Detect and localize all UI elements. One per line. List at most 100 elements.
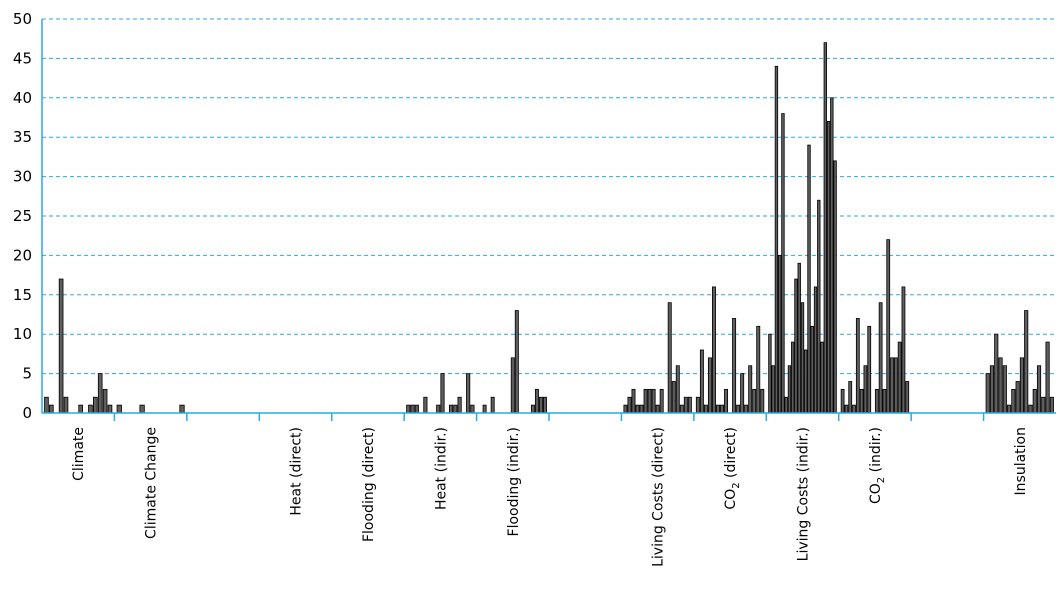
bar xyxy=(1024,310,1029,414)
bar xyxy=(820,341,824,414)
bar xyxy=(514,310,519,414)
bar xyxy=(863,365,868,414)
bar xyxy=(667,302,672,414)
bar xyxy=(830,97,834,414)
bar xyxy=(794,278,798,414)
category-label-text: Climate xyxy=(71,427,87,481)
bar xyxy=(44,396,49,414)
bar xyxy=(410,404,415,414)
x-category-label: Heat (direct) xyxy=(289,427,305,516)
bar xyxy=(651,388,656,414)
category-label-suffix: (indir.) xyxy=(868,427,884,477)
bar xyxy=(807,144,811,414)
y-tick-label: 35 xyxy=(13,128,32,146)
bar xyxy=(139,404,145,414)
bar xyxy=(627,396,632,414)
bar xyxy=(647,388,652,414)
bar xyxy=(740,373,745,414)
y-tick-label: 25 xyxy=(13,207,32,225)
bars xyxy=(44,42,1054,414)
x-category-label: Climate xyxy=(71,427,87,481)
bar xyxy=(768,333,772,414)
bar xyxy=(457,396,462,414)
bar xyxy=(453,404,458,414)
bar xyxy=(748,365,753,414)
bar xyxy=(543,396,547,414)
bar xyxy=(530,404,535,414)
bar xyxy=(998,357,1003,414)
bar xyxy=(878,302,883,414)
bar xyxy=(703,404,708,414)
bar xyxy=(823,42,827,414)
bar xyxy=(784,396,788,414)
bar xyxy=(817,199,821,414)
bar xyxy=(844,404,849,414)
bar xyxy=(102,388,108,414)
bar xyxy=(635,404,640,414)
bar xyxy=(874,388,879,414)
category-label-subscript: 2 xyxy=(731,482,742,488)
category-label-text: Flooding (direct) xyxy=(361,427,377,542)
bar xyxy=(671,381,676,414)
bar xyxy=(1049,396,1054,414)
bar xyxy=(1002,365,1007,414)
category-label-text: Living Costs (direct) xyxy=(651,427,667,567)
y-tick-label: 0 xyxy=(22,404,32,422)
bar xyxy=(867,325,872,414)
bar xyxy=(890,357,894,414)
bar xyxy=(752,388,757,414)
bar xyxy=(470,404,475,414)
bar xyxy=(826,121,831,414)
bar xyxy=(787,365,792,414)
bar xyxy=(538,396,543,414)
bar xyxy=(655,404,660,414)
category-label-text: Heat (direct) xyxy=(289,427,305,516)
bar xyxy=(1007,404,1012,414)
bar xyxy=(679,404,684,414)
bar xyxy=(712,286,716,414)
bar xyxy=(855,318,860,414)
bar xyxy=(440,373,445,414)
bar xyxy=(852,404,856,414)
bar xyxy=(423,396,428,414)
x-category-label: CO2 (direct) xyxy=(723,427,742,510)
bar xyxy=(804,349,808,414)
grid-lines xyxy=(42,18,1056,375)
bar xyxy=(179,404,185,414)
category-label-text: Insulation xyxy=(1013,427,1029,495)
bar xyxy=(1019,357,1024,414)
bar xyxy=(58,278,64,414)
bar xyxy=(791,341,795,414)
bar xyxy=(732,318,737,414)
bar xyxy=(1028,404,1033,414)
bar xyxy=(406,404,411,414)
x-category-label: Living Costs (direct) xyxy=(651,427,667,567)
y-tick-label: 30 xyxy=(13,168,32,186)
bar xyxy=(1045,341,1050,414)
bar xyxy=(436,404,441,414)
bar xyxy=(797,262,801,414)
bar xyxy=(905,381,910,414)
bar xyxy=(859,388,864,414)
bar xyxy=(1032,388,1037,414)
bar xyxy=(683,396,688,414)
y-tick-label: 5 xyxy=(22,365,32,383)
category-label-subscript: 2 xyxy=(876,477,887,483)
bar xyxy=(724,388,729,414)
bar xyxy=(886,239,891,414)
y-tick-label: 40 xyxy=(13,89,32,107)
bar xyxy=(631,388,636,414)
bar xyxy=(639,404,644,414)
bar xyxy=(882,388,887,414)
bar xyxy=(97,373,103,414)
bar xyxy=(78,404,83,414)
bar xyxy=(800,302,805,414)
bar xyxy=(49,404,54,414)
bar xyxy=(482,404,487,414)
bar xyxy=(675,365,680,414)
y-tick-label: 50 xyxy=(13,10,32,28)
bar xyxy=(716,404,720,414)
bar xyxy=(833,160,837,414)
y-tick-label: 15 xyxy=(13,286,32,304)
bar xyxy=(760,388,765,414)
